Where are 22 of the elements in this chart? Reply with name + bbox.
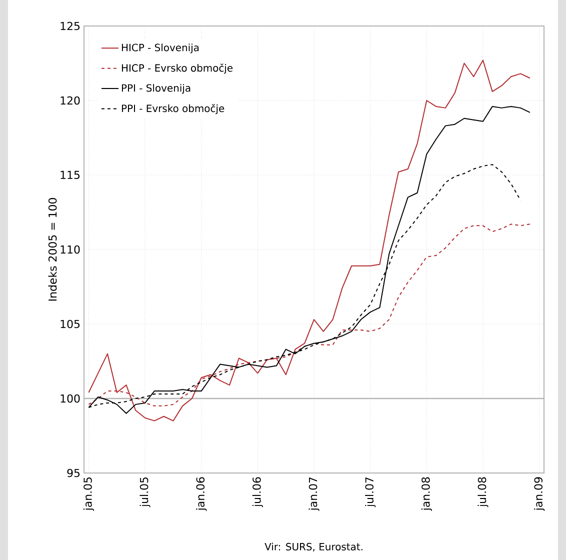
x-tick-label: jan.06 [196,477,207,511]
y-tick-label: 105 [60,320,80,328]
y-tick-label: 115 [60,170,80,180]
legend-label: HICP - Slovenija [122,44,199,54]
y-tick-label: 125 [60,22,80,30]
legend-label: PPI - Evrsko območje [122,104,224,114]
x-tick-label: jul.08 [478,477,488,508]
y-tick-label: 100 [60,394,80,403]
x-tick-label: jul.07 [365,477,376,508]
x-tick-label: jul.05 [140,477,150,508]
text: Vir: SURS, Eurostat. [264,542,362,552]
y-axis-title: Indeks 2005 = 100 [48,198,57,301]
y-tick-label: 110 [60,245,80,254]
x-tick-label: jul.06 [252,477,263,508]
x-tick-label: jan.09 [534,477,545,511]
x-tick-label: jan.07 [308,477,320,511]
legend-label: HICP - Evrsko območje [122,64,233,74]
x-tick-label: jan.05 [83,477,94,511]
x-tick-label: jan.08 [421,477,432,511]
y-tick-label: 120 [60,96,80,105]
y-tick-label: 95 [67,468,80,478]
legend-label: PPI - Slovenija [122,84,190,94]
